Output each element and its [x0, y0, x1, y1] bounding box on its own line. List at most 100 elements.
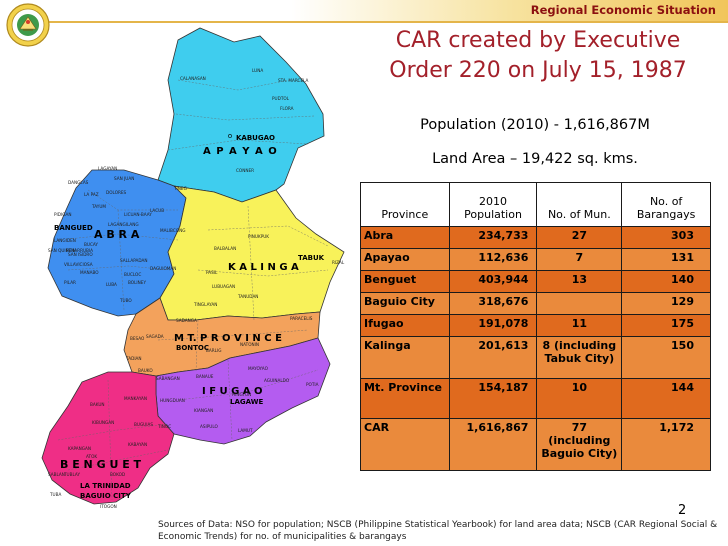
town-natonin: NATONIN — [240, 342, 259, 347]
town-buguias: BUGUIAS — [134, 422, 153, 427]
cell-municipalities — [536, 292, 623, 315]
cell-municipalities: 10 — [536, 378, 623, 419]
town-itogon: ITOGON — [100, 504, 117, 509]
cell-barangays: 140 — [621, 270, 711, 293]
town-besao: BESAO — [130, 336, 145, 341]
town-asipulo: ASIPULO — [200, 424, 219, 429]
town-flora: FLORA — [280, 106, 294, 111]
cell-population: 112,636 — [448, 248, 538, 271]
label-mt-province: M T. P R O V I N C E — [174, 333, 282, 344]
town-malibcong: MALIBCONG — [160, 228, 185, 233]
town-penarrubia: PENARRUBIA — [66, 248, 93, 253]
header-province: Province — [360, 182, 450, 227]
town-atok: ATOK — [86, 454, 97, 459]
cell-barangays: 150 — [621, 336, 711, 379]
town-hingyon: HINGYON — [232, 392, 251, 397]
town-sabangan: SABANGAN — [156, 376, 180, 381]
town-sadanga: SADANGA — [176, 318, 197, 323]
kalinga-region — [159, 185, 345, 321]
town-bauko: BAUKO — [138, 368, 153, 373]
table-row: Benguet 403,944 13 140 — [360, 270, 711, 293]
cell-province: Benguet — [360, 270, 450, 293]
province-table: Province 2010 Population No. of Mun. No.… — [360, 182, 711, 471]
town-tublay: TUBLAY — [63, 472, 80, 477]
car-seal-logo — [6, 3, 50, 47]
town-paracelis: PARACELIS — [290, 316, 313, 321]
town-licuan-baay: LICUAN-BAAY — [124, 212, 152, 217]
cell-population: 1,616,867 — [448, 418, 538, 471]
apayao-region — [157, 27, 325, 203]
town-calanasan: CALANASAN — [180, 76, 206, 81]
population-stat: Population (2010) - 1,616,867M — [420, 117, 650, 133]
header-divider — [48, 21, 728, 23]
town-mayoyao: MAYOYAO — [248, 366, 269, 371]
town-san-quintin: SAN QUINTIN — [48, 248, 76, 253]
cell-barangays: 303 — [621, 226, 711, 249]
table-row: CAR 1,616,867 77 (including Baguio City)… — [360, 418, 711, 471]
table-row: Abra 234,733 27 303 — [360, 226, 711, 249]
cell-province: Kalinga — [360, 336, 450, 379]
land-area-stat: Land Area – 19,422 sq. kms. — [432, 151, 638, 167]
town-sallapadan: SALLAPADAN — [120, 258, 148, 263]
capital-lagawe: LAGAWE — [230, 398, 263, 406]
town-san-isidro: SAN ISIDRO — [68, 252, 93, 257]
town-tubo: TUBO — [119, 298, 132, 303]
town-rizal: RIZAL — [332, 260, 345, 265]
table-header-row: Province 2010 Population No. of Mun. No.… — [360, 182, 711, 227]
page-number: 2 — [678, 503, 687, 518]
cell-population: 234,733 — [448, 226, 538, 249]
capital-bangued: BANGUED — [54, 224, 93, 232]
label-abra: A B R A — [94, 228, 140, 241]
header-population: 2010 Population — [448, 182, 538, 227]
town-sagada: SAGADA — [146, 334, 164, 339]
cell-municipalities: 77 (including Baguio City) — [536, 418, 623, 471]
label-benguet: B E N G U E T — [60, 458, 142, 471]
header-barangays: No. of Barangays — [621, 182, 711, 227]
town-lagangilang: LAGANGILANG — [108, 222, 139, 227]
label-apayao: A P A Y A O — [203, 146, 278, 157]
town-conner: CONNER — [236, 168, 254, 173]
label-ifugao: I F U G A O — [202, 386, 263, 397]
town-tinglayan: TINGLAYAN — [193, 302, 217, 307]
town-bakun: BAKUN — [90, 402, 105, 407]
town-luna: LUNA — [252, 68, 263, 73]
cell-barangays: 175 — [621, 314, 711, 337]
town-lubuagan: LUBUAGAN — [212, 284, 235, 289]
town-aguinaldo: AGUINALDO — [264, 378, 290, 383]
cell-province: Apayao — [360, 248, 450, 271]
town-danglas: DANGLAS — [68, 180, 89, 185]
slide-title-line-2: Order 220 on July 15, 1987 — [389, 58, 687, 83]
town-pudtol: PUDTOL — [272, 96, 290, 101]
town-lagayan: LAGAYAN — [98, 166, 117, 171]
town-bucay: BUCAY — [84, 242, 98, 247]
cell-municipalities: 7 — [536, 248, 623, 271]
town-kapangan: KAPANGAN — [68, 446, 91, 451]
town-tineg: TINEG — [173, 186, 187, 191]
table-row: Mt. Province 154,187 10 144 — [360, 378, 711, 419]
cell-barangays: 131 — [621, 248, 711, 271]
slide-title: CAR created by Executive Order 220 on Ju… — [378, 26, 698, 86]
town-tuba: TUBA — [49, 492, 61, 497]
town-boliney: BOLINEY — [128, 280, 146, 285]
town-pinukpuk: PINUKPUK — [248, 234, 269, 239]
cell-province: Ifugao — [360, 314, 450, 337]
town-pasil: PASIL — [206, 270, 218, 275]
town-la-paz: LA PAZ — [84, 192, 99, 197]
cell-province: Baguio City — [360, 292, 450, 315]
cell-population: 201,613 — [448, 336, 538, 379]
cell-province: Abra — [360, 226, 450, 249]
town-luba: LUBA — [106, 282, 117, 287]
town-villaviciosa: VILLAVICIOSA — [64, 262, 93, 267]
town-tinoc: TINOC — [157, 424, 171, 429]
town-kibungan: KIBUNGAN — [92, 420, 114, 425]
town-kabayan: KABAYAN — [128, 442, 147, 447]
table-row: Baguio City 318,676 129 — [360, 292, 711, 315]
capital-la-trinidad: LA TRINIDAD — [80, 482, 131, 490]
header-municipalities: No. of Mun. — [536, 182, 623, 227]
label-kalinga: K A L I N G A — [228, 262, 299, 273]
town-mankayan: MANKAYAN — [124, 396, 147, 401]
cell-municipalities: 11 — [536, 314, 623, 337]
capital-baguio-city: BAGUIO CITY — [80, 492, 132, 500]
cell-barangays: 1,172 — [621, 418, 711, 471]
cell-municipalities: 13 — [536, 270, 623, 293]
